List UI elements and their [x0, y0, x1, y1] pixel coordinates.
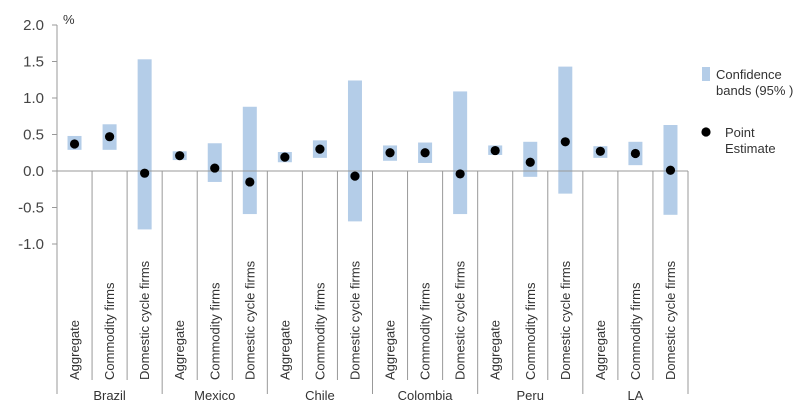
category-label: Aggregate — [172, 320, 187, 380]
point-estimate-mexico-1 — [175, 151, 185, 161]
point-estimates — [69, 132, 676, 187]
point-estimate-peru-2 — [525, 157, 535, 167]
point-estimate-brazil-1 — [69, 139, 80, 149]
y-tick-label: 1.5 — [23, 54, 44, 71]
confidence-band-chile-3 — [347, 80, 362, 222]
y-tick-label: -1.0 — [18, 236, 44, 253]
confidence-band-mexico-2 — [207, 143, 222, 182]
legend-point-marker — [701, 127, 711, 137]
point-estimate-la-2 — [630, 148, 641, 159]
point-estimate-peru-3 — [560, 137, 570, 147]
point-estimate-mexico-3 — [245, 177, 255, 187]
point-estimate-colombia-2 — [420, 148, 430, 158]
confidence-band-mexico-3 — [242, 106, 257, 215]
legend-point-label-line-2: Estimate — [725, 141, 776, 156]
legend-point-label-line-1: Point — [725, 125, 755, 140]
group-label: Chile — [305, 388, 335, 403]
point-estimate-mexico-2 — [210, 163, 220, 173]
category-label: Aggregate — [488, 320, 503, 380]
category-label: Commodity firms — [312, 282, 327, 380]
group-label: Brazil — [93, 388, 126, 403]
y-tick-label: -0.5 — [18, 200, 44, 217]
category-label: Domestic cycle firms — [663, 260, 678, 380]
point-estimate-brazil-2 — [104, 132, 115, 142]
confidence-band-brazil-3 — [137, 59, 152, 230]
legend-band-label-line-2: bands (95% ) — [716, 83, 793, 98]
y-tick-labels: 2.0 1.5 1.0 0.5 0.0 -0.5 -1.0 — [18, 17, 44, 253]
point-estimate-chile-2 — [315, 144, 325, 154]
group-labels: Brazil Mexico Chile Colombia Peru LA — [93, 388, 643, 403]
legend-band-label-line-1: Confidence — [716, 67, 782, 82]
category-label: Domestic cycle firms — [453, 260, 468, 380]
category-label: Domestic cycle firms — [558, 260, 573, 380]
point-estimate-chile-1 — [280, 152, 290, 162]
category-label: Commodity firms — [418, 282, 433, 380]
y-tick-label: 1.0 — [23, 90, 44, 107]
point-estimate-peru-1 — [490, 145, 500, 156]
category-label: Commodity firms — [102, 282, 117, 380]
category-label: Domestic cycle firms — [242, 260, 257, 380]
point-estimate-brazil-3 — [140, 168, 150, 178]
point-estimate-chile-3 — [350, 171, 360, 181]
category-labels: Aggregate Commodity firms Domestic cycle f… — [67, 260, 678, 380]
category-label: Commodity firms — [628, 282, 643, 380]
point-estimate-la-3 — [665, 165, 676, 175]
y-tick-label: 2.0 — [23, 17, 44, 34]
category-label: Commodity firms — [207, 282, 222, 380]
confidence-band-colombia-3 — [453, 91, 468, 215]
group-label: Colombia — [398, 388, 454, 403]
category-label: Domestic cycle firms — [347, 260, 362, 380]
axes — [52, 24, 689, 394]
point-estimate-colombia-3 — [455, 169, 465, 179]
group-label: LA — [627, 388, 643, 403]
category-label: Aggregate — [277, 320, 292, 380]
category-label: Aggregate — [383, 320, 398, 380]
point-estimate-la-1 — [595, 146, 605, 156]
y-tick-label: 0.0 — [23, 163, 44, 180]
y-tick-label: 0.5 — [23, 127, 44, 144]
category-label: Aggregate — [67, 320, 82, 380]
point-estimate-colombia-1 — [385, 148, 395, 158]
category-label: Domestic cycle firms — [137, 260, 152, 380]
group-label: Mexico — [194, 388, 235, 403]
confidence-band-peru-3 — [558, 66, 573, 194]
category-label: Aggregate — [593, 320, 608, 380]
category-label: Commodity firms — [523, 282, 538, 380]
legend-band-swatch — [702, 67, 710, 81]
group-label: Peru — [517, 388, 544, 403]
unit-label: % — [63, 12, 75, 27]
